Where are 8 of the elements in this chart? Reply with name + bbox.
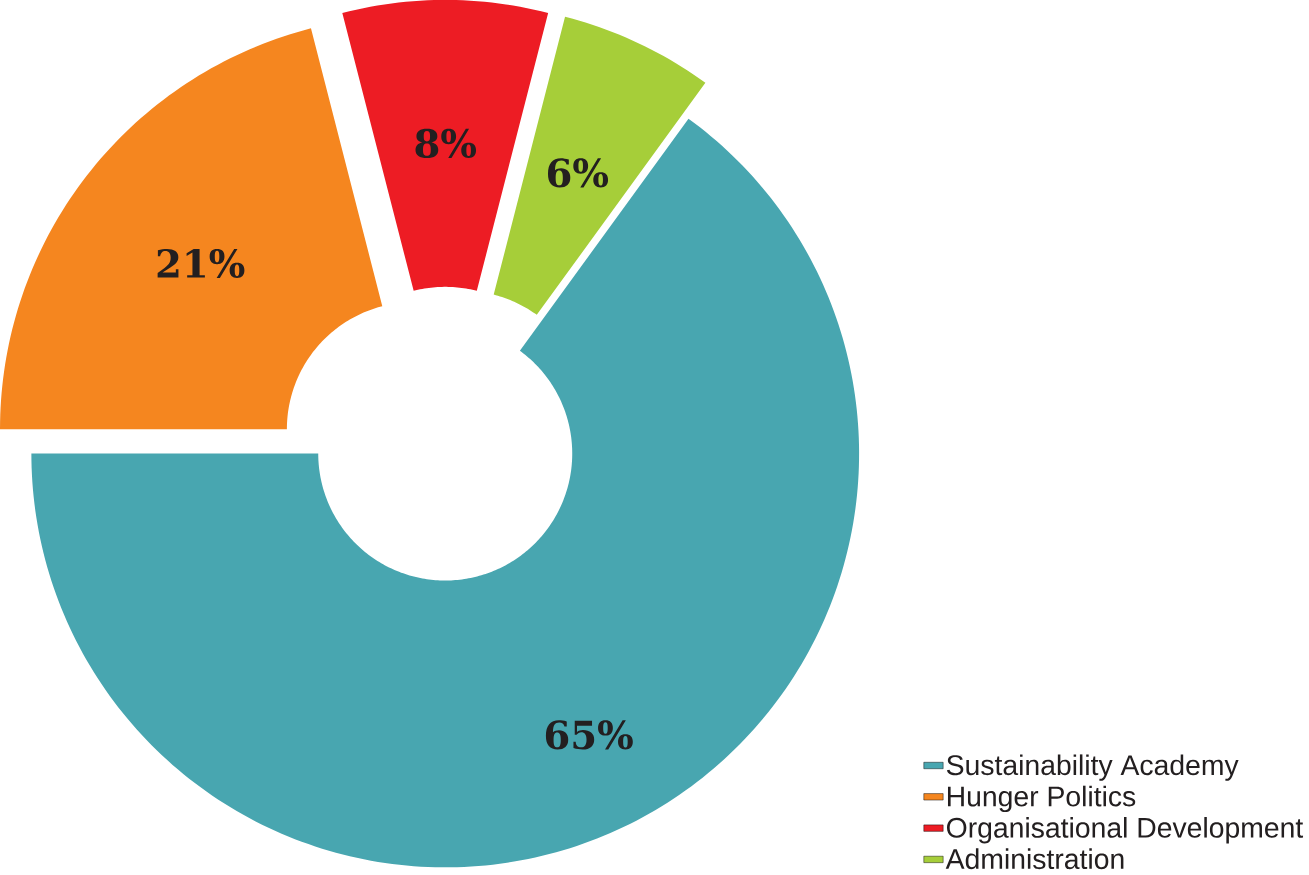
data-label: 65% — [545, 720, 633, 750]
data-label: 21% — [157, 248, 245, 278]
legend-label: Administration — [945, 848, 1124, 870]
data-label: 8% — [415, 128, 477, 158]
legend-label: Organisational Development — [946, 816, 1304, 844]
legend-label: Hunger Politics — [947, 785, 1136, 813]
data-label: 6% — [547, 158, 609, 188]
legend-label: Sustainability Academy — [946, 754, 1239, 781]
